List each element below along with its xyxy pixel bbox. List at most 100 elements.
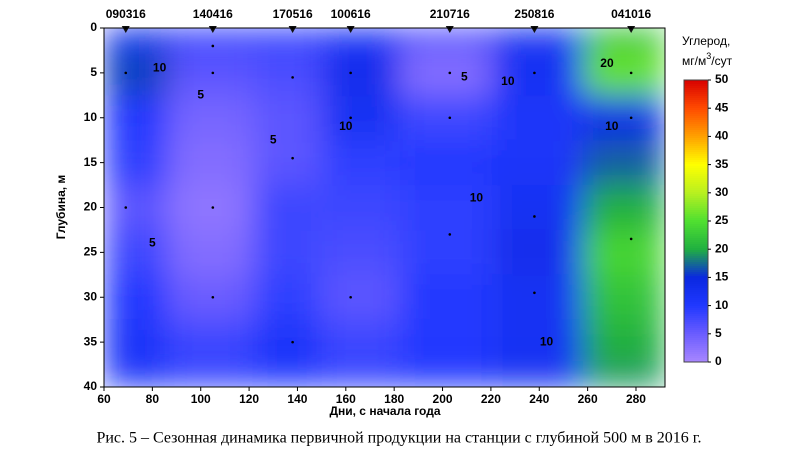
colorbar-strip [684,96,708,99]
field-cell [321,319,401,365]
colorbar-strip [684,122,708,125]
colorbar-strip [684,200,708,203]
field-cell [252,319,322,365]
y-tick-label: 40 [84,379,98,393]
colorbar-strip [684,140,708,143]
field-cell [492,140,583,186]
colorbar-strip [684,132,708,135]
colorbar-strip [684,204,708,207]
sample-point [448,233,452,236]
colorbar-strip [684,156,708,159]
field-cell [252,95,322,141]
field-cell [104,229,170,275]
field-cell [252,229,322,275]
plot-frame [103,27,666,388]
sample-point [448,26,452,30]
colorbar-strip [684,278,708,281]
sample-point [211,295,215,299]
colorbar-strip [684,294,708,297]
colorbar-strip [684,152,708,155]
colorbar-strip [684,276,708,279]
field-cell [582,95,665,141]
sample-point [448,116,452,120]
field-cell [321,140,401,186]
sample-point [533,71,536,75]
sample-point [349,71,352,75]
colorbar-strip [684,100,708,103]
field-cell [252,185,322,230]
field-cell [400,364,493,387]
colorbar-strip [684,222,708,225]
field-cell [400,28,493,51]
y-tick-label: 10 [84,110,98,124]
colorbar-strip [684,328,708,331]
colorbar-strip [684,238,708,241]
colorbar-strip [684,180,708,183]
colorbar-strip [684,290,708,293]
caption: Рис. 5 – Сезонная динамика первичной про… [96,430,701,447]
station-label: 170516 [273,7,313,21]
colorbar-strip [684,176,708,179]
colorbar-strip [684,268,708,271]
field-cell [104,319,170,365]
colorbar-strip [684,130,708,133]
colorbar-strip [684,296,708,299]
y-tick-label: 15 [84,155,98,169]
x-tick-label: 80 [146,392,160,406]
field-cell [492,185,583,230]
field-cell [400,185,493,230]
field-cell [169,274,253,320]
field-cell [492,50,583,96]
colorbar-strip [684,284,708,287]
colorbar-strip [684,330,708,333]
x-tick-label: 180 [384,392,404,406]
field-cell [582,364,665,387]
sample-point [629,237,633,241]
colorbar-strip [684,218,708,221]
colorbar-label-part: /сут [711,54,732,68]
colorbar-strip [684,190,708,193]
colorbar-strip [684,310,708,313]
colorbar-strip [684,234,708,237]
y-tick-label: 35 [84,334,98,348]
colorbar-tick-label: 30 [715,185,729,199]
y-tick-label: 20 [84,200,98,214]
field-cell [321,229,401,275]
colorbar-strip [684,230,708,233]
colorbar-strip [684,178,708,181]
colorbar-strip [684,318,708,321]
colorbar-strip [684,196,708,199]
colorbar-strip [684,210,708,213]
colorbar-tick-label: 50 [715,72,729,86]
colorbar-strip [684,144,708,147]
colorbar-tick-label: 20 [715,241,729,255]
colorbar-strip [684,172,708,175]
sample-point [629,26,633,30]
sample-point [291,76,294,79]
colorbar-strip [684,254,708,257]
station-label: 250816 [514,7,554,21]
colorbar-strip [684,354,708,357]
colorbar-strip [684,170,708,173]
station-label: 140416 [193,7,233,21]
field-cell [252,364,322,387]
colorbar-strip [684,274,708,277]
field-cell [321,28,401,51]
colorbar-strip [684,258,708,261]
colorbar-strip [684,150,708,153]
x-tick-label: 260 [578,392,598,406]
colorbar-tick-label: 10 [715,298,729,312]
y-tick-label: 25 [84,245,98,259]
colorbar-label: мг/м3/сут [682,51,733,68]
colorbar-strip [684,94,708,97]
colorbar-tick-label: 40 [715,129,729,143]
colorbar-tick-label: 0 [715,354,722,368]
colorbar-tick-label: 15 [715,270,729,284]
colorbar-strip [684,326,708,329]
colorbar-strip [684,104,708,107]
colorbar-strip [684,260,708,263]
field-cell [492,229,583,275]
field-cell [582,274,665,320]
station-label: 090316 [106,7,146,21]
